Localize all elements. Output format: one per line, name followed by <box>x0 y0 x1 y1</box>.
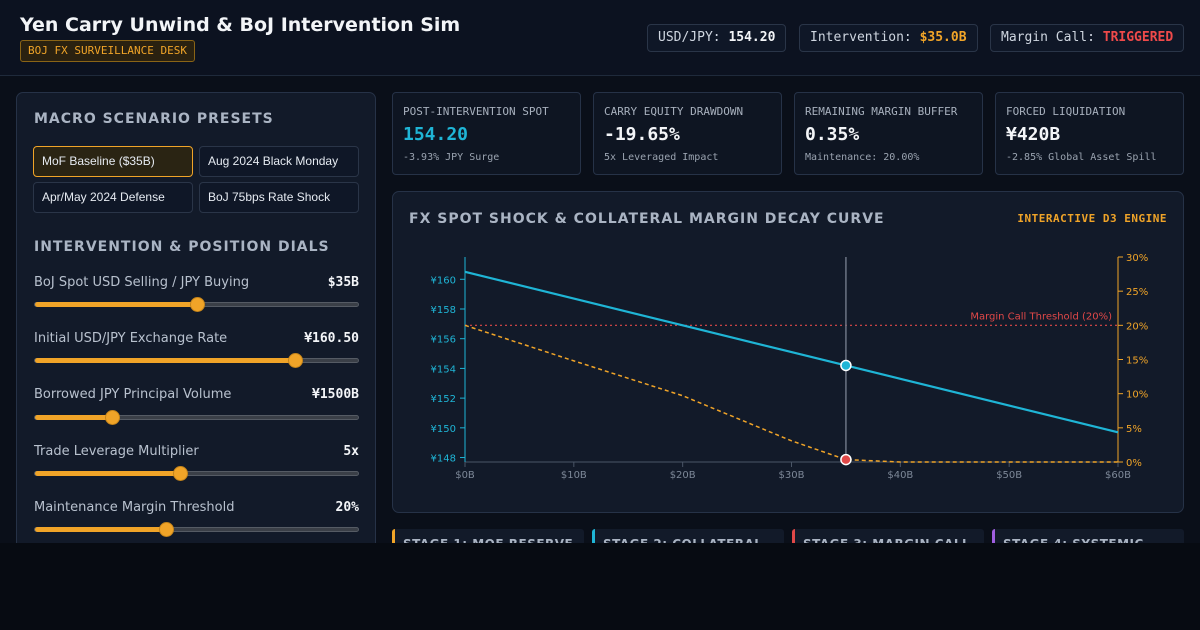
y-tick-label: ¥154 <box>431 364 456 375</box>
preset-button[interactable]: MoF Baseline ($35B) <box>33 146 193 177</box>
stage-card: STAGE 3: MARGIN CALL <box>792 529 984 543</box>
kpi-label: CARRY EQUITY DRAWDOWN <box>604 105 744 118</box>
y2-tick-label: 15% <box>1126 356 1148 367</box>
stat-value: $35.0B <box>919 30 967 45</box>
y-tick-label: ¥148 <box>431 454 456 465</box>
intervention-marker <box>840 453 852 466</box>
y-tick-label: ¥156 <box>431 335 456 346</box>
stat-label: Intervention: <box>810 30 912 45</box>
chart-panel: FX SPOT SHOCK & COLLATERAL MARGIN DECAY … <box>392 191 1184 513</box>
kpi-card: POST-INTERVENTION SPOT 154.20 -3.93% JPY S… <box>392 92 581 175</box>
slider-fill <box>35 415 112 420</box>
slider-thumb[interactable] <box>173 466 189 481</box>
slider-thumb[interactable] <box>288 353 304 368</box>
app: Yen Carry Unwind & BoJ Intervention Sim … <box>0 0 1200 543</box>
slider-fill <box>35 358 296 363</box>
dial-value: 5x <box>343 444 359 459</box>
slider[interactable] <box>34 522 359 537</box>
slider-fill <box>35 302 197 307</box>
chart: FX SPOT SHOCK & COLLATERAL MARGIN DECAY … <box>409 211 1167 481</box>
chart-badge: INTERACTIVE D3 ENGINE <box>1017 212 1167 225</box>
series-line <box>464 324 1118 463</box>
kpi-value: -19.65% <box>604 124 680 145</box>
stat-label: Margin Call: <box>1001 30 1095 45</box>
dial-value: ¥1500B <box>312 387 359 402</box>
kpi-label: FORCED LIQUIDATION <box>1006 105 1126 118</box>
stage-card: STAGE 2: COLLATERAL <box>592 529 784 543</box>
app-title: Yen Carry Unwind & BoJ Intervention Sim <box>20 14 461 36</box>
slider[interactable] <box>34 353 359 368</box>
x-tick-label: $30B <box>779 470 805 481</box>
x-tick-label: $50B <box>996 470 1022 481</box>
stat-value: 154.20 <box>728 30 776 45</box>
y-tick-label: ¥150 <box>431 424 456 435</box>
dial-value: ¥160.50 <box>304 331 359 346</box>
control-panel: MACRO SCENARIO PRESETS MoF Baseline ($35… <box>16 92 376 543</box>
intervention-marker <box>840 359 852 372</box>
kpi-sub: 5x Leveraged Impact <box>604 152 719 163</box>
y2-tick-label: 5% <box>1126 424 1142 435</box>
kpi-label: REMAINING MARGIN BUFFER <box>805 105 958 118</box>
y2-tick-label: 0% <box>1126 458 1142 469</box>
kpi-card: FORCED LIQUIDATION ¥420B -2.85% Global Ass… <box>995 92 1184 175</box>
desk-badge: BOJ FX SURVEILLANCE DESK <box>20 40 195 62</box>
kpi-card: CARRY EQUITY DRAWDOWN -19.65% 5x Leveraged… <box>593 92 782 175</box>
x-tick-label: $0B <box>455 470 475 481</box>
slider[interactable] <box>34 297 359 312</box>
section-title: INTERVENTION & POSITION DIALS <box>34 239 330 255</box>
slider[interactable] <box>34 410 359 425</box>
dial-value: 20% <box>335 500 359 515</box>
preset-button[interactable]: Aug 2024 Black Monday <box>199 146 359 177</box>
kpi-value: 0.35% <box>805 124 860 145</box>
section-title: MACRO SCENARIO PRESETS <box>34 111 274 127</box>
y2-tick-label: 30% <box>1126 253 1148 264</box>
stage-card: STAGE 1: MOF RESERVE <box>392 529 584 543</box>
stat-pill: USD/JPY: 154.20 <box>647 24 787 52</box>
y-tick-label: ¥158 <box>431 305 456 316</box>
dial-label: BoJ Spot USD Selling / JPY Buying <box>34 275 250 290</box>
header: Yen Carry Unwind & BoJ Intervention Sim … <box>0 0 1200 76</box>
x-tick-label: $40B <box>887 470 913 481</box>
dial-value: $35B <box>327 275 359 290</box>
slider[interactable] <box>34 466 359 481</box>
kpi-sub: Maintenance: 20.00% <box>805 152 920 163</box>
kpi-value: 154.20 <box>403 124 469 145</box>
kpi-card: REMAINING MARGIN BUFFER 0.35% Maintenance:… <box>794 92 983 175</box>
kpi-sub: -2.85% Global Asset Spill <box>1006 152 1157 163</box>
dial-label: Borrowed JPY Principal Volume <box>34 387 232 402</box>
dial-label: Initial USD/JPY Exchange Rate <box>34 331 228 346</box>
x-tick-label: $20B <box>670 470 696 481</box>
stat-pill: Intervention: $35.0B <box>799 24 978 52</box>
x-tick-label: $10B <box>561 470 587 481</box>
y-tick-label: ¥152 <box>431 394 456 405</box>
slider-thumb[interactable] <box>189 297 205 312</box>
stage-card: STAGE 4: SYSTEMIC <box>992 529 1184 543</box>
series-line <box>464 270 1119 434</box>
chart-title: FX SPOT SHOCK & COLLATERAL MARGIN DECAY … <box>409 211 885 227</box>
preset-button[interactable]: Apr/May 2024 Defense <box>33 182 193 213</box>
stat-pill: Margin Call: TRIGGERED <box>990 24 1185 52</box>
y2-tick-label: 20% <box>1126 321 1148 332</box>
slider-thumb[interactable] <box>159 522 175 537</box>
slider-thumb[interactable] <box>104 410 120 425</box>
stat-value: TRIGGERED <box>1102 30 1174 45</box>
dial-label: Trade Leverage Multiplier <box>34 444 199 459</box>
threshold-label: Margin Call Threshold (20%) <box>970 311 1112 322</box>
kpi-label: POST-INTERVENTION SPOT <box>403 105 549 118</box>
kpi-value: ¥420B <box>1006 124 1061 145</box>
y-tick-label: ¥160 <box>431 275 456 286</box>
y2-tick-label: 25% <box>1126 287 1148 298</box>
stat-label: USD/JPY: <box>658 30 721 45</box>
x-tick-label: $60B <box>1105 470 1131 481</box>
dial-label: Maintenance Margin Threshold <box>34 500 235 515</box>
preset-button[interactable]: BoJ 75bps Rate Shock <box>199 182 359 213</box>
slider-fill <box>35 471 181 476</box>
kpi-sub: -3.93% JPY Surge <box>403 152 500 163</box>
y2-tick-label: 10% <box>1126 390 1148 401</box>
slider-fill <box>35 527 167 532</box>
